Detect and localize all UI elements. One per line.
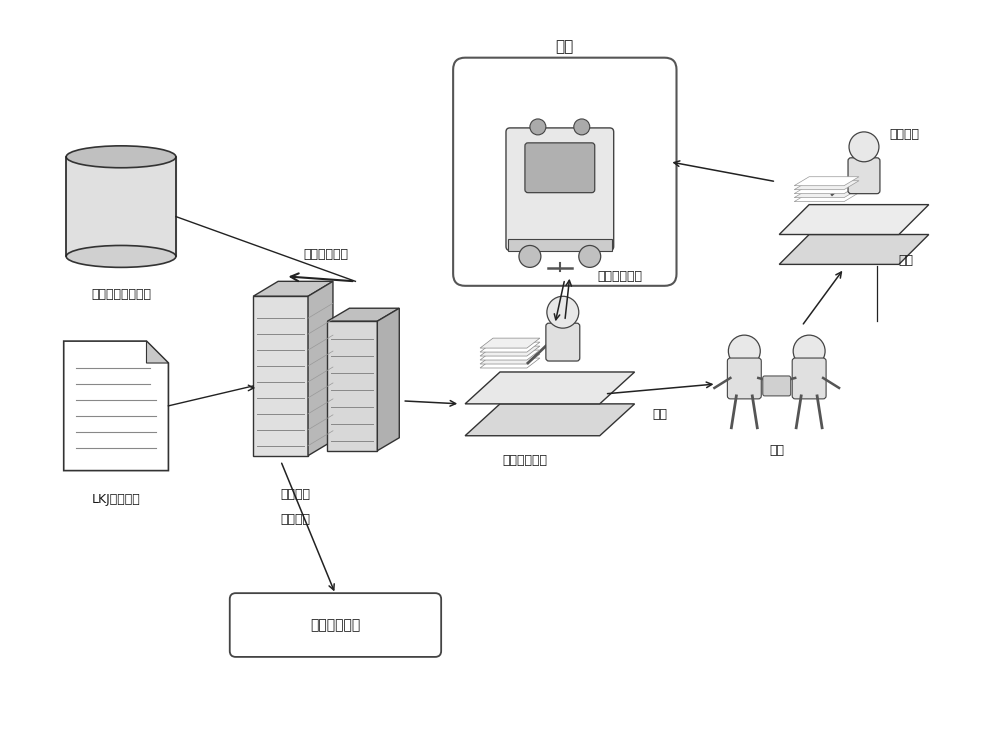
- Circle shape: [728, 335, 760, 367]
- Text: 修后装车: 修后装车: [889, 128, 919, 141]
- Polygon shape: [480, 358, 540, 368]
- Polygon shape: [377, 308, 399, 450]
- Text: 检修任务流转: 检修任务流转: [502, 453, 547, 467]
- Text: 车载实时状态数据: 车载实时状态数据: [91, 289, 151, 301]
- Text: 设备上、下车: 设备上、下车: [598, 270, 643, 283]
- Text: 故障信息销号: 故障信息销号: [310, 618, 361, 632]
- Text: 检修: 检修: [898, 255, 913, 267]
- Polygon shape: [465, 372, 635, 404]
- Polygon shape: [253, 281, 333, 297]
- Polygon shape: [64, 341, 168, 470]
- Circle shape: [574, 119, 590, 135]
- Polygon shape: [480, 342, 540, 352]
- FancyBboxPatch shape: [506, 128, 614, 250]
- Polygon shape: [794, 177, 859, 185]
- Polygon shape: [308, 281, 333, 456]
- FancyBboxPatch shape: [546, 323, 580, 361]
- Circle shape: [547, 297, 579, 328]
- Polygon shape: [465, 404, 635, 436]
- Polygon shape: [779, 205, 929, 235]
- Text: 首趣文件分析: 首趣文件分析: [303, 249, 348, 261]
- FancyBboxPatch shape: [763, 376, 791, 396]
- Text: 故障智能: 故障智能: [281, 487, 311, 500]
- Polygon shape: [146, 341, 168, 363]
- Ellipse shape: [66, 246, 176, 267]
- Circle shape: [793, 335, 825, 367]
- Polygon shape: [794, 181, 859, 190]
- Polygon shape: [327, 321, 377, 450]
- Text: 送修: 送修: [652, 408, 667, 421]
- FancyBboxPatch shape: [792, 358, 826, 399]
- Text: 送修: 送修: [769, 444, 784, 457]
- Polygon shape: [794, 188, 859, 198]
- Text: 检测分析: 检测分析: [281, 514, 311, 526]
- Circle shape: [579, 246, 601, 267]
- FancyBboxPatch shape: [508, 239, 612, 252]
- Polygon shape: [794, 193, 859, 202]
- Polygon shape: [480, 354, 540, 364]
- Polygon shape: [480, 338, 540, 348]
- Circle shape: [849, 132, 879, 162]
- Text: 机车: 机车: [556, 39, 574, 54]
- FancyBboxPatch shape: [848, 158, 880, 194]
- Circle shape: [519, 246, 541, 267]
- Polygon shape: [480, 346, 540, 356]
- Polygon shape: [779, 235, 929, 264]
- FancyBboxPatch shape: [453, 57, 677, 286]
- Polygon shape: [253, 297, 308, 456]
- Ellipse shape: [66, 146, 176, 168]
- FancyBboxPatch shape: [727, 358, 761, 399]
- Polygon shape: [327, 308, 399, 321]
- Polygon shape: [480, 350, 540, 360]
- FancyBboxPatch shape: [525, 143, 595, 193]
- Text: LKJ运行文件: LKJ运行文件: [92, 492, 140, 506]
- FancyBboxPatch shape: [230, 593, 441, 657]
- Circle shape: [530, 119, 546, 135]
- Polygon shape: [794, 185, 859, 194]
